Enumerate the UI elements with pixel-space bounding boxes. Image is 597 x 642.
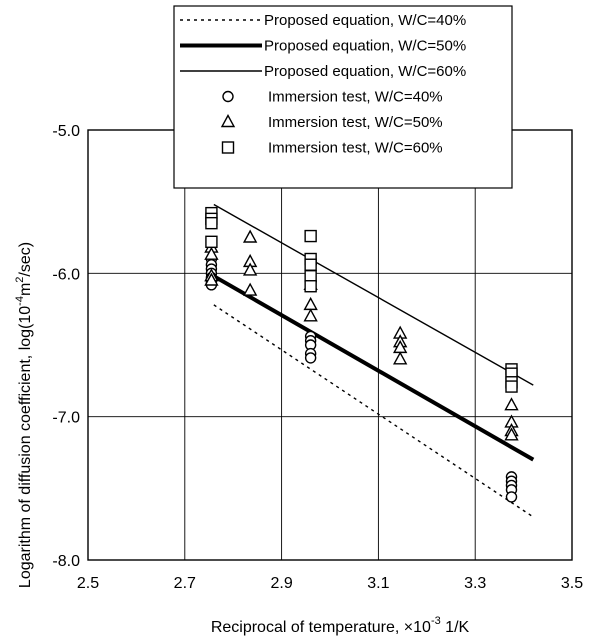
data-point-square <box>205 216 218 230</box>
data-point-triangle <box>303 308 318 322</box>
legend-swatch-triangle <box>220 114 236 128</box>
data-point-square <box>304 280 317 293</box>
legend-items: Proposed equation, W/C=40% Proposed equat… <box>180 12 466 157</box>
fit-line-thick <box>212 274 535 462</box>
data-point-circle <box>304 352 317 364</box>
data-point-triangle <box>393 351 408 365</box>
tick-labels: 2.5 2.7 2.9 3.1 3.3 3.5 -5.0 -6.0 -7.0 -8.0 <box>52 123 583 592</box>
data-point-triangle <box>303 296 318 311</box>
y-tick-label: -6.0 <box>52 266 80 283</box>
data-points <box>204 206 519 503</box>
legend-label: Immersion test, W/C=50% <box>268 114 443 131</box>
x-axis-title: Reciprocal of temperature, ×10-3 1/K <box>211 615 470 636</box>
x-tick-label: 3.1 <box>367 575 389 592</box>
data-point-triangle <box>242 282 258 296</box>
fit-lines <box>212 203 535 518</box>
data-point-triangle <box>204 246 219 260</box>
legend-label: Immersion test, W/C=40% <box>268 89 443 106</box>
legend-label: Proposed equation, W/C=40% <box>264 12 466 29</box>
legend-label: Immersion test, W/C=60% <box>268 140 443 157</box>
data-point-triangle <box>504 427 519 441</box>
data-point-square <box>304 258 317 271</box>
y-tick-label: -8.0 <box>52 553 80 570</box>
legend: Proposed equation, W/C=40% Proposed equat… <box>173 5 513 189</box>
y-tick-label: -7.0 <box>52 410 80 427</box>
legend-label: Proposed equation, W/C=60% <box>264 63 466 80</box>
data-point-square <box>505 380 518 393</box>
data-point-triangle <box>242 262 258 276</box>
legend-label: Proposed equation, W/C=50% <box>264 38 466 55</box>
x-tick-label: 3.3 <box>464 575 486 592</box>
x-tick-label: 2.7 <box>174 575 196 592</box>
data-point-triangle <box>204 272 219 286</box>
y-axis-title: Logarithm of diffusion coefficient, log(… <box>14 242 34 588</box>
data-point-triangle <box>504 397 519 411</box>
x-tick-label: 2.9 <box>270 575 292 592</box>
legend-swatch-square <box>221 141 235 154</box>
legend-swatch-circle <box>222 90 234 103</box>
fit-line-dotted <box>213 304 534 518</box>
x-tick-label: 2.5 <box>77 575 99 592</box>
data-point-triangle <box>242 229 258 243</box>
grid <box>88 130 572 560</box>
fit-line-thin <box>213 203 534 386</box>
data-point-square <box>304 229 317 243</box>
y-tick-label: -5.0 <box>52 123 80 140</box>
data-point-square <box>205 235 218 249</box>
x-tick-label: 3.5 <box>561 575 583 592</box>
data-point-circle <box>505 491 518 503</box>
